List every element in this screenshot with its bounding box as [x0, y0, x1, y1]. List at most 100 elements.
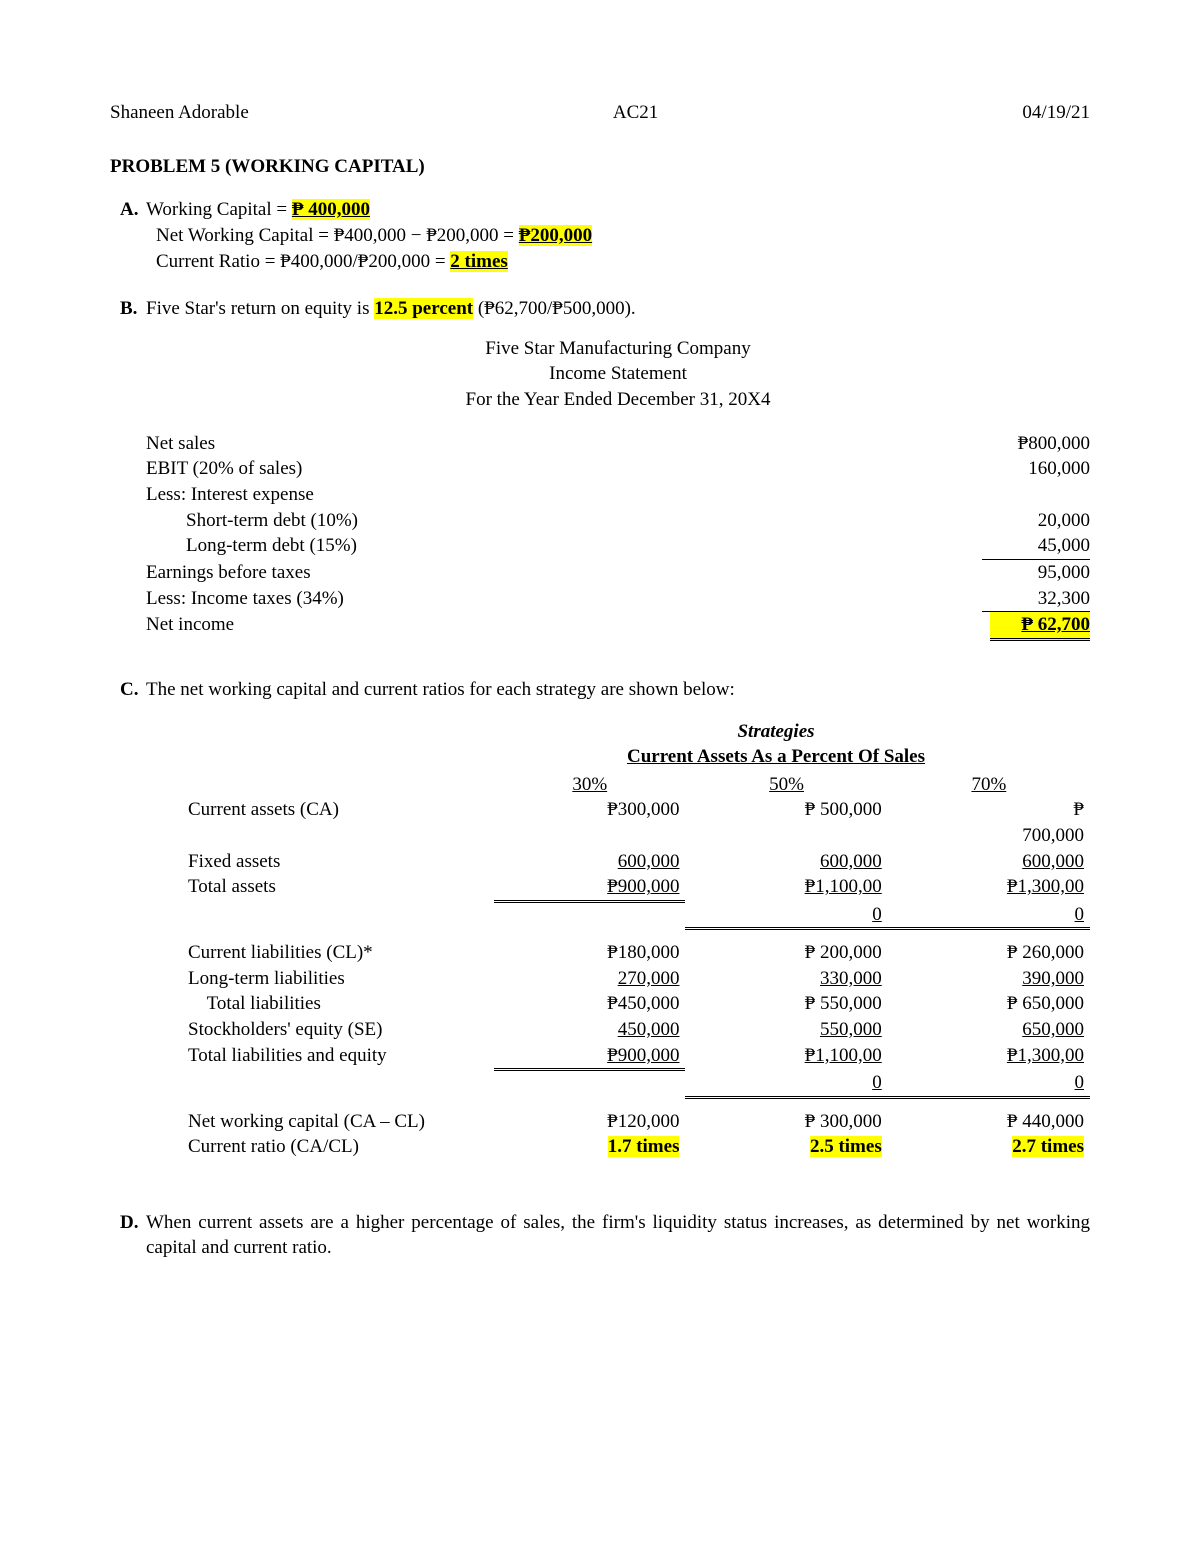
section-a-line3: Current Ratio = ₱400,000/₱200,000 = 2 ti… — [146, 249, 1090, 275]
ltl-30: 270,000 — [494, 966, 685, 992]
row-taxes: Less: Income taxes (34%) 32,300 — [146, 586, 1090, 613]
tl-50: ₱ 550,000 — [685, 991, 887, 1017]
se-label: Stockholders' equity (SE) — [182, 1017, 494, 1043]
st-debt-label: Short-term debt (10%) — [146, 508, 960, 534]
income-statement: Net sales ₱800,000 EBIT (20% of sales) 1… — [146, 431, 1090, 641]
section-a: A.Working Capital = ₱ 400,000 Net Workin… — [110, 197, 1090, 274]
row-total-liabilities: Total liabilities ₱450,000 ₱ 550,000 ₱ 6… — [182, 991, 1090, 1017]
cl-70: ₱ 260,000 — [888, 940, 1090, 966]
section-d: D.When current assets are a higher perce… — [110, 1210, 1090, 1261]
section-c-letter: C. — [120, 677, 146, 703]
ltl-70: 390,000 — [888, 966, 1090, 992]
section-a-line2: Net Working Capital = ₱400,000 − ₱200,00… — [146, 223, 1090, 249]
tle-label: Total liabilities and equity — [182, 1043, 494, 1070]
ebit-label: EBIT (20% of sales) — [146, 456, 960, 482]
less-interest-label: Less: Interest expense — [146, 482, 960, 508]
se-30: 450,000 — [494, 1017, 685, 1043]
cr-70: 2.7 times — [1012, 1136, 1084, 1157]
nwc-label: Net working capital (CA – CL) — [182, 1109, 494, 1135]
cr-prefix: Current Ratio = ₱400,000/₱200,000 = — [156, 251, 450, 272]
row-net-working-capital: Net working capital (CA – CL) ₱120,000 ₱… — [182, 1109, 1090, 1135]
se-70: 650,000 — [888, 1017, 1090, 1043]
document-header: Shaneen Adorable AC21 04/19/21 — [110, 100, 1090, 126]
net-sales-value: ₱800,000 — [960, 431, 1090, 457]
ca-label: Current assets (CA) — [182, 797, 494, 823]
tle-50: ₱1,100,00 — [685, 1043, 887, 1070]
problem-title: PROBLEM 5 (WORKING CAPITAL) — [110, 154, 1090, 180]
wc-prefix: Working Capital = — [146, 199, 292, 220]
ca-70: ₱ — [888, 797, 1090, 823]
tax-label: Less: Income taxes (34%) — [146, 586, 960, 613]
cr-value: 2 times — [450, 251, 508, 272]
fa-50: 600,000 — [685, 849, 887, 875]
ni-label: Net income — [146, 612, 960, 641]
row-stockholders-equity: Stockholders' equity (SE) 450,000 550,00… — [182, 1017, 1090, 1043]
nwc-prefix: Net Working Capital = ₱400,000 − ₱200,00… — [156, 225, 519, 246]
section-c-intro: C.The net working capital and current ra… — [146, 677, 1090, 703]
row-current-ratio: Current ratio (CA/CL) 1.7 times 2.5 time… — [182, 1134, 1090, 1160]
tle-30: ₱900,000 — [494, 1043, 685, 1070]
fa-label: Fixed assets — [182, 849, 494, 875]
row-ebt: Earnings before taxes 95,000 — [146, 560, 1090, 586]
ltl-50: 330,000 — [685, 966, 887, 992]
col-30: 30% — [494, 772, 685, 798]
tl-70: ₱ 650,000 — [888, 991, 1090, 1017]
roe-prefix: Five Star's return on equity is — [146, 298, 374, 319]
row-less-interest: Less: Interest expense — [146, 482, 1090, 508]
section-b: B.Five Star's return on equity is 12.5 p… — [110, 296, 1090, 641]
section-a-line1: A.Working Capital = ₱ 400,000 — [146, 197, 1090, 223]
statement-name: Income Statement — [146, 361, 1090, 387]
strategies-block: Strategies Current Assets As a Percent O… — [146, 719, 1090, 1160]
nwc-30: ₱120,000 — [494, 1109, 685, 1135]
company-name: Five Star Manufacturing Company — [146, 336, 1090, 362]
tl-30: ₱450,000 — [494, 991, 685, 1017]
ltl-label: Long-term liabilities — [182, 966, 494, 992]
row-ca-cont: 700,000 — [182, 823, 1090, 849]
fa-70: 600,000 — [888, 849, 1090, 875]
nwc-70: ₱ 440,000 — [888, 1109, 1090, 1135]
strategies-table: 30% 50% 70% Current assets (CA) ₱300,000… — [182, 772, 1090, 1160]
ebit-value: 160,000 — [960, 456, 1090, 482]
ebt-label: Earnings before taxes — [146, 560, 960, 586]
nwc-50: ₱ 300,000 — [685, 1109, 887, 1135]
tle-70: ₱1,300,00 — [888, 1043, 1090, 1070]
se-50: 550,000 — [685, 1017, 887, 1043]
lt-debt-value: 45,000 — [982, 533, 1090, 560]
tle-70b: 0 — [888, 1070, 1090, 1097]
cl-30: ₱180,000 — [494, 940, 685, 966]
row-lt-liabilities: Long-term liabilities 270,000 330,000 39… — [182, 966, 1090, 992]
ta-30: ₱900,000 — [494, 874, 685, 901]
document-date: 04/19/21 — [1022, 100, 1090, 126]
row-current-liabilities: Current liabilities (CL)* ₱180,000 ₱ 200… — [182, 940, 1090, 966]
section-a-letter: A. — [120, 197, 146, 223]
cl-50: ₱ 200,000 — [685, 940, 887, 966]
roe-suffix: (₱62,700/₱500,000). — [473, 298, 636, 319]
section-c: C.The net working capital and current ra… — [110, 677, 1090, 1160]
col-50: 50% — [685, 772, 887, 798]
ca-50: ₱ 500,000 — [685, 797, 887, 823]
row-current-assets: Current assets (CA) ₱300,000 ₱ 500,000 ₱ — [182, 797, 1090, 823]
author-name: Shaneen Adorable — [110, 100, 249, 126]
section-b-letter: B. — [120, 296, 146, 322]
st-debt-value: 20,000 — [960, 508, 1090, 534]
strategies-subheader: Current Assets As a Percent Of Sales — [462, 744, 1090, 770]
tax-value: 32,300 — [982, 586, 1090, 613]
wc-value: ₱ 400,000 — [292, 199, 370, 220]
cr-30: 1.7 times — [608, 1136, 680, 1157]
tl-label: Total liabilities — [182, 991, 494, 1017]
col-70: 70% — [888, 772, 1090, 798]
ta-label: Total assets — [182, 874, 494, 901]
row-total-assets: Total assets ₱900,000 ₱1,100,00 ₱1,300,0… — [182, 874, 1090, 901]
nwc-value: ₱200,000 — [519, 225, 592, 246]
row-ebit: EBIT (20% of sales) 160,000 — [146, 456, 1090, 482]
row-st-debt: Short-term debt (10%) 20,000 — [146, 508, 1090, 534]
row-total-liab-equity: Total liabilities and equity ₱900,000 ₱1… — [182, 1043, 1090, 1070]
roe-value: 12.5 percent — [374, 298, 473, 319]
ebt-value: 95,000 — [960, 560, 1090, 586]
table-header-row: 30% 50% 70% — [182, 772, 1090, 798]
ca-30: ₱300,000 — [494, 797, 685, 823]
fa-30: 600,000 — [494, 849, 685, 875]
row-fixed-assets: Fixed assets 600,000 600,000 600,000 — [182, 849, 1090, 875]
row-net-sales: Net sales ₱800,000 — [146, 431, 1090, 457]
row-ta-cont: 0 0 — [182, 902, 1090, 929]
